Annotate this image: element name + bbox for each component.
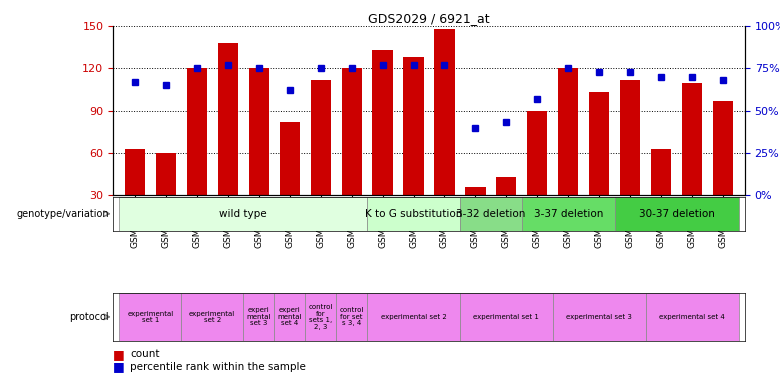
Bar xyxy=(466,187,485,237)
Text: wild type: wild type xyxy=(219,209,267,219)
Bar xyxy=(186,68,207,237)
Bar xyxy=(460,197,522,231)
Text: 3-37 deletion: 3-37 deletion xyxy=(534,209,603,219)
Bar xyxy=(713,101,733,237)
Bar xyxy=(274,292,305,341)
Bar xyxy=(367,292,460,341)
Text: genotype/variation: genotype/variation xyxy=(16,209,109,219)
Text: control
for
sets 1,
2, 3: control for sets 1, 2, 3 xyxy=(308,304,333,330)
Bar xyxy=(119,197,367,231)
Text: experi
mental
set 4: experi mental set 4 xyxy=(278,308,302,326)
Text: K to G substitution: K to G substitution xyxy=(365,209,463,219)
Bar xyxy=(218,43,238,237)
Bar xyxy=(620,80,640,237)
Text: experi
mental
set 3: experi mental set 3 xyxy=(246,308,271,326)
Bar xyxy=(342,68,362,237)
Bar xyxy=(434,29,455,237)
Bar xyxy=(646,292,739,341)
Bar xyxy=(522,197,615,231)
Bar xyxy=(156,153,176,237)
Bar xyxy=(279,122,300,237)
Bar xyxy=(553,292,646,341)
Bar xyxy=(682,82,702,237)
Bar xyxy=(125,148,145,237)
Text: 3-32 deletion: 3-32 deletion xyxy=(456,209,526,219)
Bar xyxy=(558,68,579,237)
Text: control
for set
s 3, 4: control for set s 3, 4 xyxy=(339,308,363,326)
Bar xyxy=(373,50,392,237)
Text: protocol: protocol xyxy=(69,312,109,322)
Bar xyxy=(243,292,274,341)
Text: ■: ■ xyxy=(113,348,125,361)
Bar xyxy=(589,92,609,237)
Text: experimental set 4: experimental set 4 xyxy=(659,314,725,320)
Bar xyxy=(249,68,269,237)
Text: experimental set 1: experimental set 1 xyxy=(473,314,539,320)
Text: experimental set 3: experimental set 3 xyxy=(566,314,633,320)
Bar xyxy=(310,80,331,237)
Text: experimental
set 1: experimental set 1 xyxy=(127,310,173,323)
Bar xyxy=(367,197,460,231)
Bar xyxy=(336,292,367,341)
Text: ■: ■ xyxy=(113,360,125,373)
Text: percentile rank within the sample: percentile rank within the sample xyxy=(130,362,306,372)
Text: experimental
set 2: experimental set 2 xyxy=(189,310,236,323)
Bar xyxy=(460,292,553,341)
Title: GDS2029 / 6921_at: GDS2029 / 6921_at xyxy=(368,12,490,25)
Text: count: count xyxy=(130,350,160,359)
Bar xyxy=(496,177,516,237)
Text: 30-37 deletion: 30-37 deletion xyxy=(639,209,714,219)
Bar xyxy=(651,148,672,237)
Bar xyxy=(403,57,424,237)
Text: experimental set 2: experimental set 2 xyxy=(381,314,446,320)
Bar xyxy=(119,292,181,341)
Bar xyxy=(527,111,548,237)
Bar xyxy=(305,292,336,341)
Bar xyxy=(615,197,739,231)
Bar xyxy=(181,292,243,341)
